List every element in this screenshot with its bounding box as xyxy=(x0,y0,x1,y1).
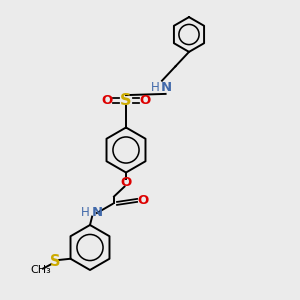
Text: N: N xyxy=(161,81,172,94)
Text: N: N xyxy=(92,206,103,220)
Text: O: O xyxy=(139,94,150,107)
Text: O: O xyxy=(137,194,148,208)
Text: O: O xyxy=(120,176,132,189)
Text: H: H xyxy=(81,206,90,220)
Text: S: S xyxy=(50,254,60,269)
Text: CH₃: CH₃ xyxy=(30,265,51,275)
Text: H: H xyxy=(151,81,160,94)
Text: O: O xyxy=(102,94,113,107)
Text: S: S xyxy=(120,93,132,108)
